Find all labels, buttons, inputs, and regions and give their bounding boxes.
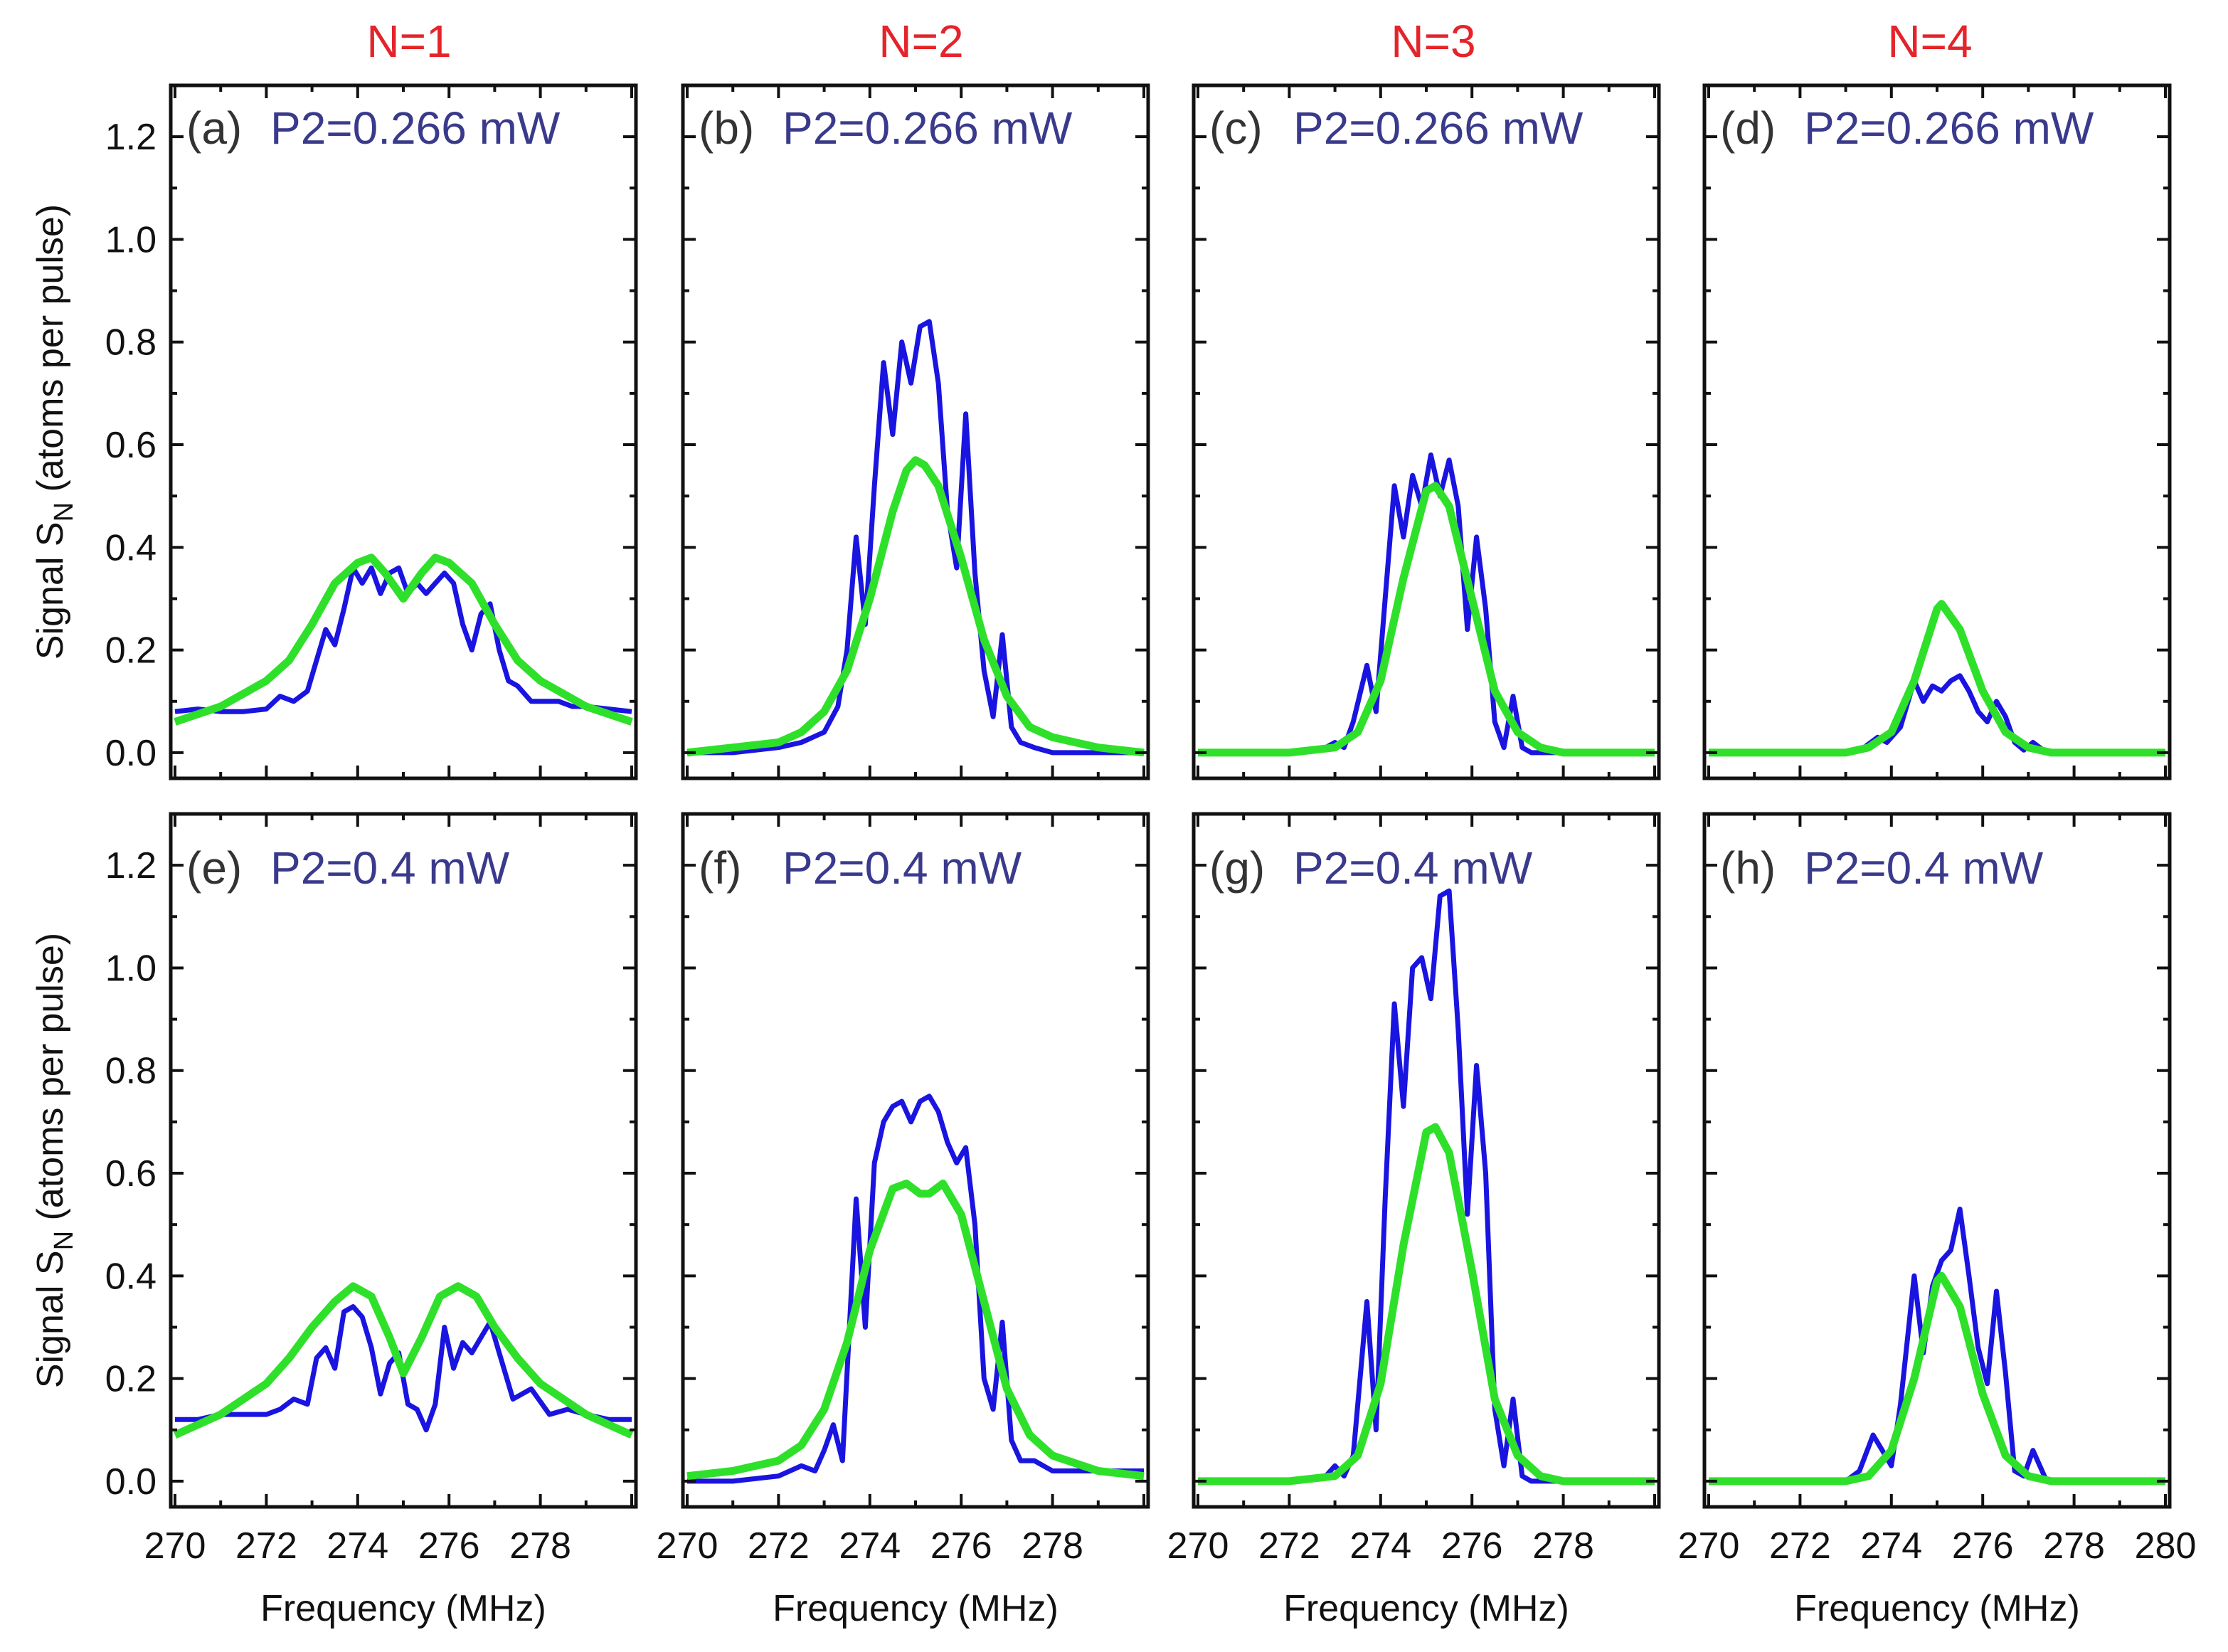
panel-e: 0.0 0.2 0.4 0.6 0.8 1.0 1.2 270 272 274 276 278 Freq…: [30, 812, 638, 1629]
fit-curve: [174, 554, 633, 726]
x-tick-label: 274: [1349, 1525, 1411, 1567]
panel-power-label: P2=0.4 mW: [783, 842, 1022, 894]
y-tick-label: 1.2: [105, 117, 157, 158]
plot-frame: [1702, 812, 2172, 1509]
y-axis-title: Signal SN (atoms per pulse): [30, 933, 79, 1388]
x-tick-label: 270: [1678, 1525, 1740, 1567]
y-tick-label: 0.0: [105, 1461, 157, 1503]
panel-h: 270 272 274 276 278 280 Frequency (MHz) (h) P2=0…: [1678, 812, 2197, 1629]
figure-text-layer: N=1 N=2 N=3 N=4: [366, 16, 1972, 67]
x-tick-label: 278: [1022, 1525, 1083, 1567]
panel-a: 0.0 0.2 0.4 0.6 0.8 1.0 1.2 Signal SN (atoms pe…: [30, 83, 638, 780]
x-tick-label: 274: [1860, 1525, 1922, 1567]
x-tick-label: 278: [2043, 1525, 2105, 1567]
x-axis-title: Frequency (MHz): [1283, 1588, 1569, 1629]
x-tick-label: 272: [1769, 1525, 1831, 1567]
x-tick-label: 276: [1441, 1525, 1503, 1567]
y-tick-label: 0.0: [105, 733, 157, 774]
data-curve: [1709, 673, 2165, 756]
panel-power-label: P2=0.4 mW: [270, 842, 510, 894]
x-tick-label: 278: [509, 1525, 571, 1567]
y-tick-label: 0.4: [105, 527, 157, 568]
y-tick-label: 0.8: [105, 322, 157, 364]
panel-power-label: P2=0.266 mW: [1804, 102, 2094, 154]
y-tick-label: 0.6: [105, 425, 157, 466]
data-curve: [1198, 888, 1655, 1484]
data-curve: [1709, 1207, 2165, 1484]
y-tick-label: 0.8: [105, 1051, 157, 1092]
x-axis-title: Frequency (MHz): [260, 1588, 546, 1629]
panels-layer: 0.0 0.2 0.4 0.6 0.8 1.0 1.2 Signal SN (atoms pe…: [30, 83, 2197, 1629]
fit-curve: [1709, 1271, 2165, 1486]
x-tick-label: 276: [1952, 1525, 2014, 1567]
column-title-n4: N=4: [1887, 16, 1972, 67]
plot-frame: [1192, 83, 1661, 780]
x-tick-label: 274: [327, 1525, 388, 1567]
x-tick-label: 274: [839, 1525, 901, 1567]
y-tick-label: 0.4: [105, 1256, 157, 1297]
panel-letter: (c): [1209, 102, 1263, 154]
column-title-n3: N=3: [1391, 16, 1475, 67]
data-curve: [175, 1304, 632, 1433]
x-axis-title: Frequency (MHz): [773, 1588, 1059, 1629]
x-tick-label: 272: [235, 1525, 297, 1567]
panel-letter: (e): [186, 842, 242, 894]
plot-frame: [1702, 83, 2172, 780]
x-tick-label: 278: [1532, 1525, 1594, 1567]
fit-curve: [1709, 600, 2165, 757]
data-curve: [687, 319, 1144, 756]
x-tick-label: 276: [418, 1525, 480, 1567]
panel-b: (b) P2=0.266 mW: [681, 83, 1150, 780]
x-tick-label: 272: [748, 1525, 810, 1567]
fit-curve: [686, 1180, 1145, 1481]
panel-power-label: P2=0.4 mW: [1804, 842, 2044, 894]
y-tick-label: 1.0: [105, 219, 157, 260]
panel-power-label: P2=0.266 mW: [270, 102, 561, 154]
panel-c: (c) P2=0.266 mW: [1192, 83, 1661, 780]
fit-curve: [173, 1282, 634, 1439]
panel-letter: (a): [186, 102, 242, 154]
fit-curve: [1198, 1123, 1655, 1486]
y-axis-title: Signal SN (atoms per pulse): [30, 204, 79, 660]
x-tick-label: 270: [1167, 1525, 1229, 1567]
x-axis-title: Frequency (MHz): [1794, 1588, 2080, 1629]
panel-d: (d) P2=0.266 mW: [1702, 83, 2172, 780]
panel-f: 270 272 274 276 278 Frequency (MHz) (f) P2=0.4 …: [657, 812, 1150, 1629]
panel-letter: (h): [1720, 842, 1776, 894]
data-curve: [687, 1094, 1144, 1484]
y-tick-label: 0.2: [105, 1359, 157, 1400]
fit-curve: [686, 456, 1145, 757]
panel-letter: (b): [699, 102, 754, 154]
x-tick-label: 276: [930, 1525, 992, 1567]
plot-frame: [681, 83, 1150, 780]
panel-letter: (d): [1720, 102, 1776, 154]
x-tick-label: 270: [657, 1525, 718, 1567]
plot-frame: [169, 83, 638, 780]
x-tick-label: 270: [144, 1525, 206, 1567]
x-tick-label: 272: [1258, 1525, 1320, 1567]
plot-frame: [681, 812, 1150, 1509]
column-title-n1: N=1: [366, 16, 451, 67]
y-tick-label: 0.2: [105, 630, 157, 672]
panel-power-label: P2=0.4 mW: [1293, 842, 1533, 894]
panel-power-label: P2=0.266 mW: [1293, 102, 1584, 154]
plot-frame: [1192, 812, 1661, 1509]
fit-curve: [1198, 482, 1655, 757]
y-tick-label: 0.6: [105, 1153, 157, 1195]
panel-g: 270 272 274 276 278 Frequency (MHz) (g) P2=0.4 …: [1167, 812, 1661, 1629]
panel-power-label: P2=0.266 mW: [783, 102, 1073, 154]
x-tick-label: 280: [2135, 1525, 2197, 1567]
column-title-n2: N=2: [879, 16, 963, 67]
panel-letter: (g): [1209, 842, 1265, 894]
y-tick-label: 1.0: [105, 948, 157, 989]
panel-letter: (f): [699, 842, 741, 894]
y-tick-label: 1.2: [105, 845, 157, 886]
